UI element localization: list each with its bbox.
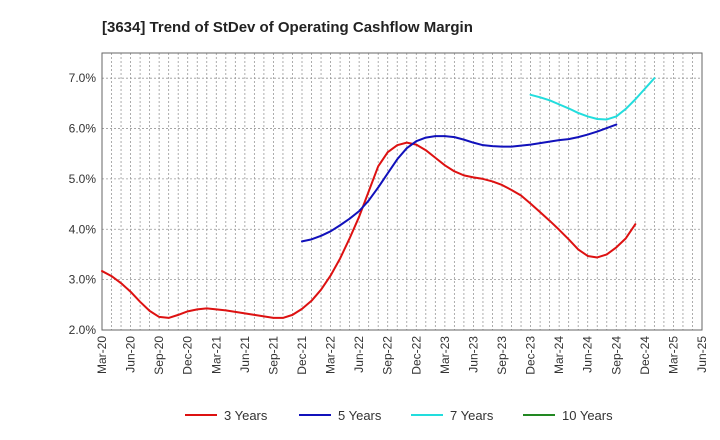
x-tick-label: Dec-20: [181, 336, 195, 375]
x-tick-label: Jun-24: [581, 336, 595, 373]
x-tick-label: Dec-22: [409, 336, 423, 375]
x-tick-label: Jun-21: [238, 336, 252, 373]
x-tick-label: Jun-22: [352, 336, 366, 373]
y-tick-label: 7.0%: [69, 71, 97, 85]
grid-lines: [101, 52, 703, 331]
y-tick-label: 2.0%: [69, 323, 97, 337]
plot-border: [101, 52, 703, 331]
x-tick-label: Mar-22: [324, 336, 338, 374]
x-tick-label: Mar-24: [552, 336, 566, 374]
x-tick-label: Jun-23: [466, 336, 480, 373]
x-tick-label: Dec-23: [524, 336, 538, 375]
x-axis: Mar-20 Jun-20 Sep-20 Dec-20 Mar-21 Jun-21 Sep-…: [95, 336, 709, 375]
x-tick-label: Sep-20: [152, 336, 166, 375]
series-line: [529, 77, 656, 121]
plot-background: [102, 53, 702, 330]
y-tick-label: 5.0%: [69, 172, 97, 186]
plot-area: [102, 53, 702, 330]
legend: 3 Years 5 Years 7 Years 10 Years: [185, 408, 613, 423]
x-tick-label: Sep-23: [495, 336, 509, 375]
x-tick-label: Dec-21: [295, 336, 309, 375]
series-line: [101, 141, 637, 319]
x-tick-label: Sep-22: [381, 336, 395, 375]
x-tick-label: Jun-25: [695, 336, 709, 373]
x-tick-label: Mar-23: [438, 336, 452, 374]
chart-title: [3634] Trend of StDev of Operating Cashf…: [102, 19, 473, 36]
x-tick-label: Dec-24: [638, 336, 652, 375]
x-tick-label: Mar-20: [95, 336, 109, 374]
legend-label: 5 Years: [338, 408, 382, 423]
legend-label: 10 Years: [562, 408, 613, 423]
x-tick-label: Mar-21: [209, 336, 223, 374]
x-tick-label: Jun-20: [124, 336, 138, 373]
y-tick-label: 4.0%: [69, 222, 97, 236]
x-tick-label: Sep-21: [266, 336, 280, 375]
y-axis: 2.0% 3.0% 4.0% 5.0% 6.0% 7.0%: [69, 71, 97, 337]
legend-label: 7 Years: [450, 408, 494, 423]
legend-label: 3 Years: [224, 408, 268, 423]
x-tick-label: Mar-25: [666, 336, 680, 374]
y-tick-label: 6.0%: [69, 122, 97, 136]
x-tick-label: Sep-24: [609, 336, 623, 375]
y-tick-label: 3.0%: [69, 273, 97, 287]
series-line: [301, 123, 618, 243]
series-lines: [101, 77, 656, 319]
